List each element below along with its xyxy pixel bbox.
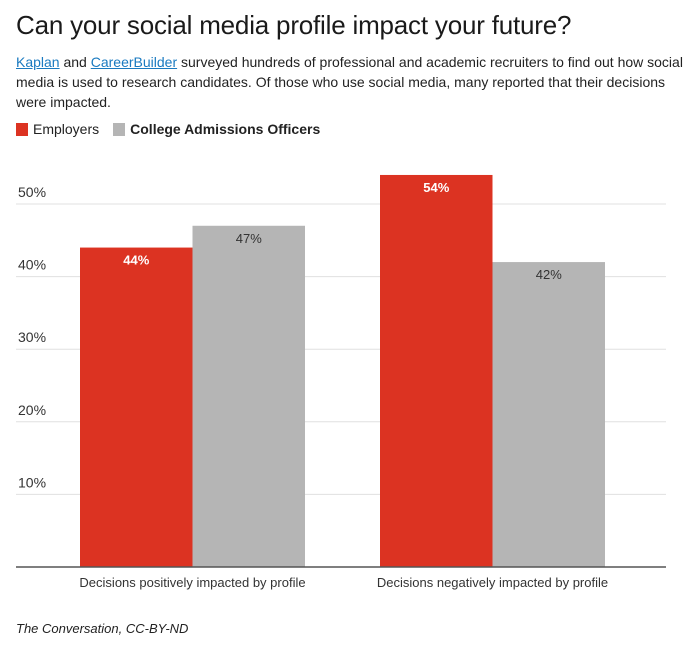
description-text-2: surveyed hundreds of professional and ac… (16, 54, 683, 110)
description-text-1: and (59, 54, 91, 70)
chart-title: Can your social media profile impact you… (16, 10, 572, 40)
legend-item-admissions[interactable]: College Admissions Officers (113, 121, 320, 137)
bar-value-label: 47% (236, 231, 262, 246)
kaplan-link[interactable]: Kaplan (16, 54, 60, 70)
bar-admissions (492, 262, 605, 567)
x-category-label: Decisions negatively impacted by profile (377, 575, 608, 590)
legend-item-employers[interactable]: Employers (16, 121, 99, 137)
y-tick-label: 40% (18, 257, 46, 273)
legend-swatch-employers (16, 122, 28, 136)
legend: Employers College Admissions Officers (16, 121, 334, 137)
y-tick-label: 30% (18, 329, 46, 345)
legend-label-admissions: College Admissions Officers (130, 121, 321, 137)
bar-value-label: 44% (123, 253, 149, 268)
careerbuilder-link[interactable]: CareerBuilder (90, 54, 178, 70)
legend-swatch-admissions (113, 122, 126, 136)
legend-label-employers: Employers (33, 121, 100, 137)
bar-value-label: 54% (423, 180, 449, 195)
bar-value-label: 42% (536, 267, 562, 282)
x-category-label: Decisions positively impacted by profile (79, 575, 305, 590)
source-credit: The Conversation, CC-BY-ND (16, 621, 189, 636)
y-tick-label: 50% (18, 184, 46, 200)
bar-admissions (192, 225, 305, 567)
chart-description: Kaplan and CareerBuilder surveyed hundre… (16, 52, 686, 112)
bar-employers (380, 174, 493, 567)
y-tick-label: 10% (18, 474, 46, 490)
y-tick-label: 20% (18, 402, 46, 418)
bar-employers (80, 247, 193, 567)
